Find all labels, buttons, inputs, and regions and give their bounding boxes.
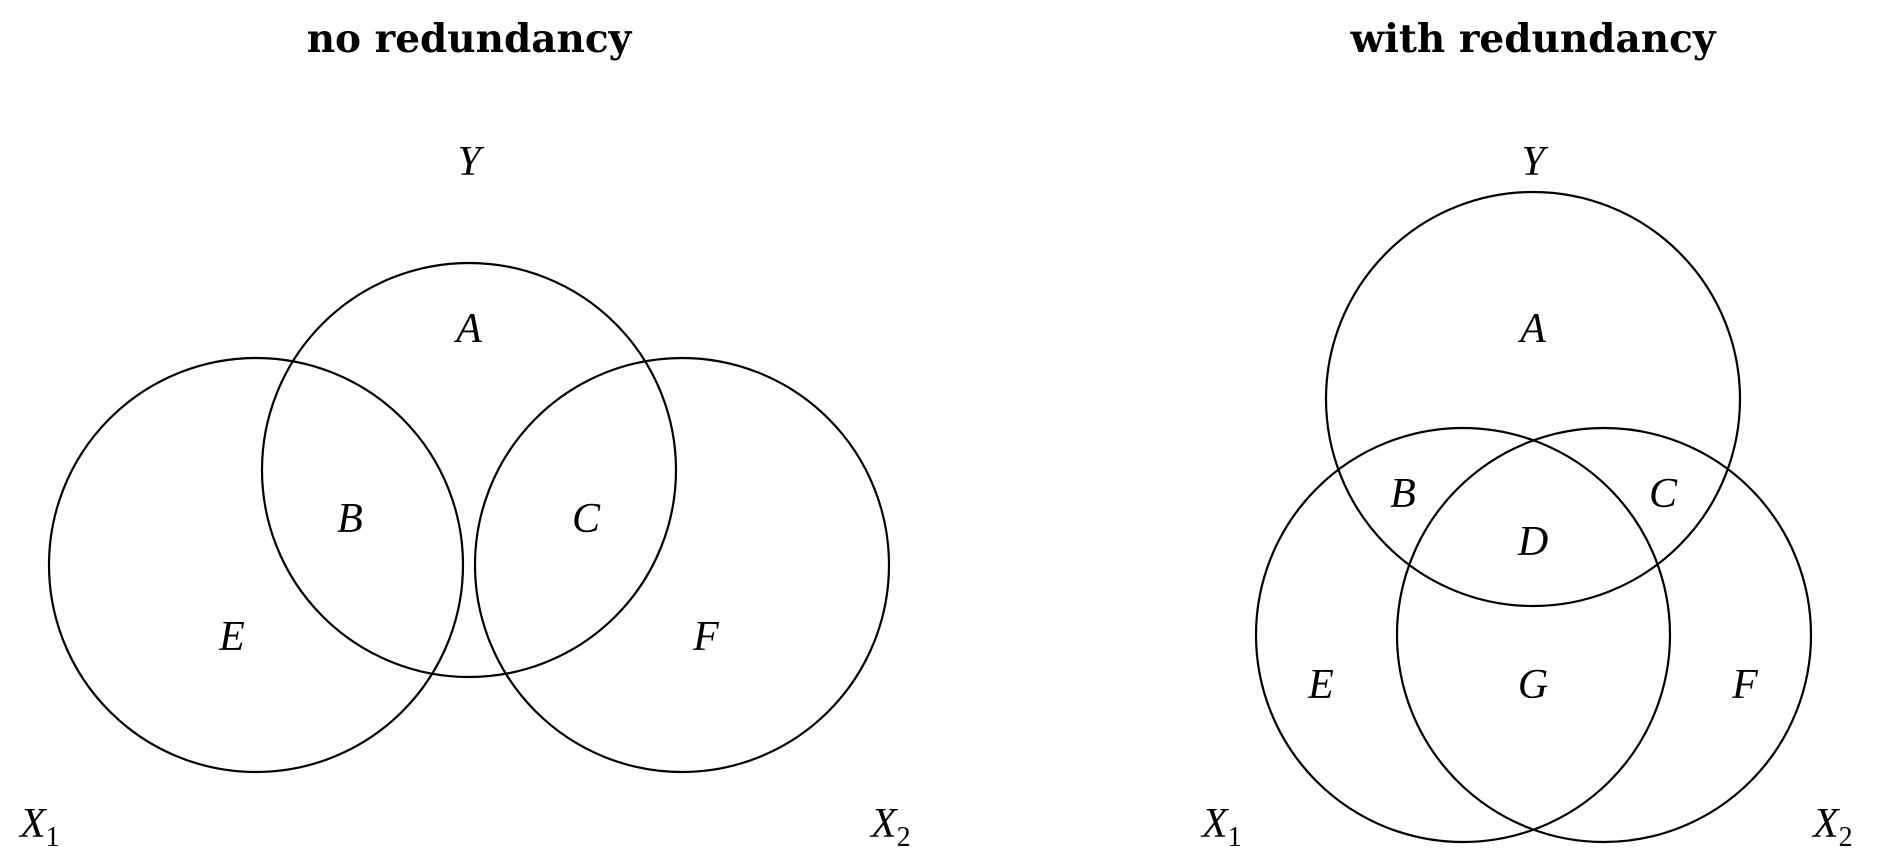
set-subscript-x1: 1 — [46, 822, 60, 853]
region-label-d: D — [1517, 519, 1548, 565]
region-label-f: F — [1731, 662, 1758, 708]
region-label-e: E — [1307, 662, 1334, 708]
set-name-x2: X — [869, 801, 899, 847]
set-label-x2: X2 — [1811, 801, 1853, 853]
set-subscript-x1: 1 — [1228, 822, 1242, 853]
set-name-y: Y — [457, 139, 485, 185]
set-name-y: Y — [1521, 139, 1549, 185]
region-label-c: C — [1649, 471, 1678, 517]
set-subscript-x2: 2 — [897, 822, 911, 853]
region-label-f: F — [692, 614, 719, 660]
panel-no-redundancy: no redundancy Y X1 X2 A B C E F — [18, 16, 911, 853]
region-label-a: A — [453, 306, 482, 352]
set-name-x1: X — [1200, 801, 1230, 847]
set-name-x1: X — [18, 801, 48, 847]
region-label-b: B — [1390, 471, 1416, 517]
set-label-y: Y — [457, 139, 485, 185]
region-label-b: B — [337, 496, 363, 542]
set-subscript-x2: 2 — [1839, 822, 1853, 853]
region-label-e: E — [218, 614, 245, 660]
panel-with-redundancy: with redundancy Y X1 X2 A B C D E G F — [1200, 16, 1853, 853]
circle-x1 — [1256, 428, 1670, 842]
region-label-g: G — [1518, 662, 1548, 708]
set-name-x2: X — [1811, 801, 1841, 847]
circle-x2 — [1397, 428, 1811, 842]
panel-title-no-redundancy: no redundancy — [307, 16, 633, 62]
circle-x2 — [475, 358, 889, 772]
circle-x1 — [49, 358, 463, 772]
panel-title-with-redundancy: with redundancy — [1350, 16, 1717, 62]
set-label-x1: X1 — [18, 801, 60, 853]
set-label-x2: X2 — [869, 801, 911, 853]
region-label-c: C — [572, 496, 601, 542]
set-label-y: Y — [1521, 139, 1549, 185]
set-label-x1: X1 — [1200, 801, 1242, 853]
region-label-a: A — [1517, 306, 1546, 352]
